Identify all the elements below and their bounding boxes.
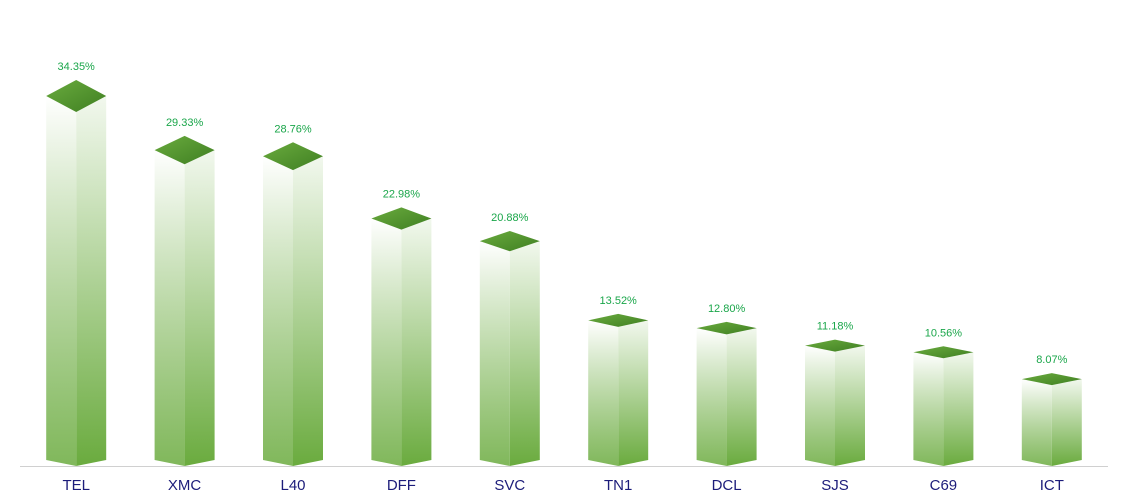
bar: [479, 230, 540, 466]
value-label: 10.56%: [925, 327, 963, 339]
bar-right-face: [835, 345, 865, 466]
x-tick-label: ICT: [1040, 477, 1064, 494]
bar-top: [913, 346, 974, 359]
bar: [46, 80, 107, 466]
x-tick-label: SVC: [494, 477, 525, 494]
bar-top: [1021, 373, 1082, 386]
bar: [588, 313, 649, 466]
x-tick-label: TN1: [604, 477, 632, 494]
bar-top: [588, 313, 649, 327]
bar: [154, 135, 215, 466]
bar-left-face: [371, 218, 402, 466]
bar-top: [805, 339, 865, 352]
bar: [805, 339, 865, 466]
bar-left-face: [588, 320, 619, 466]
x-tick-label: C69: [930, 477, 958, 494]
value-label: 29.33%: [166, 117, 204, 129]
x-tick-label: DFF: [387, 477, 416, 494]
bar-right-face: [726, 328, 757, 466]
value-label: 11.18%: [817, 321, 854, 333]
bar-top: [371, 207, 432, 230]
bar-right-face: [509, 241, 540, 466]
bar-top: [696, 321, 757, 335]
value-label: 8.07%: [1036, 354, 1067, 366]
value-label: 20.88%: [491, 212, 529, 224]
value-label: 13.52%: [600, 295, 638, 307]
bar-left-face: [805, 345, 835, 466]
bar-left-face: [263, 156, 293, 466]
value-label: 28.76%: [274, 123, 312, 135]
bar-left-face: [913, 352, 944, 466]
value-label: 12.80%: [708, 303, 746, 315]
bar-top: [479, 230, 540, 252]
bar-left-face: [46, 96, 77, 466]
x-tick-label: SJS: [821, 477, 849, 494]
x-tick-label: L40: [280, 477, 305, 494]
value-label: 34.35%: [58, 61, 96, 73]
value-label: 22.98%: [383, 188, 421, 200]
bar-right-face: [1051, 379, 1082, 466]
bar-right-face: [184, 150, 215, 466]
bar-left-face: [154, 150, 185, 466]
bar: [371, 207, 432, 466]
bar-top: [154, 135, 215, 165]
bar-right-face: [618, 320, 649, 466]
bar-right-face: [943, 352, 974, 466]
bar-left-face: [479, 241, 510, 466]
x-tick-label: XMC: [168, 477, 202, 494]
bar: [696, 321, 757, 466]
bar-left-face: [1021, 379, 1052, 466]
bar: [263, 142, 323, 466]
bar-left-face: [696, 328, 727, 466]
x-tick-label: DCL: [712, 477, 742, 494]
x-tick-label: TEL: [62, 477, 90, 494]
bar-right-face: [293, 156, 323, 466]
bar-top: [263, 142, 323, 171]
bar: [1021, 373, 1082, 466]
bar-top: [46, 80, 107, 112]
bar: [913, 346, 974, 466]
bar-right-face: [76, 96, 107, 466]
bar-right-face: [401, 218, 432, 466]
